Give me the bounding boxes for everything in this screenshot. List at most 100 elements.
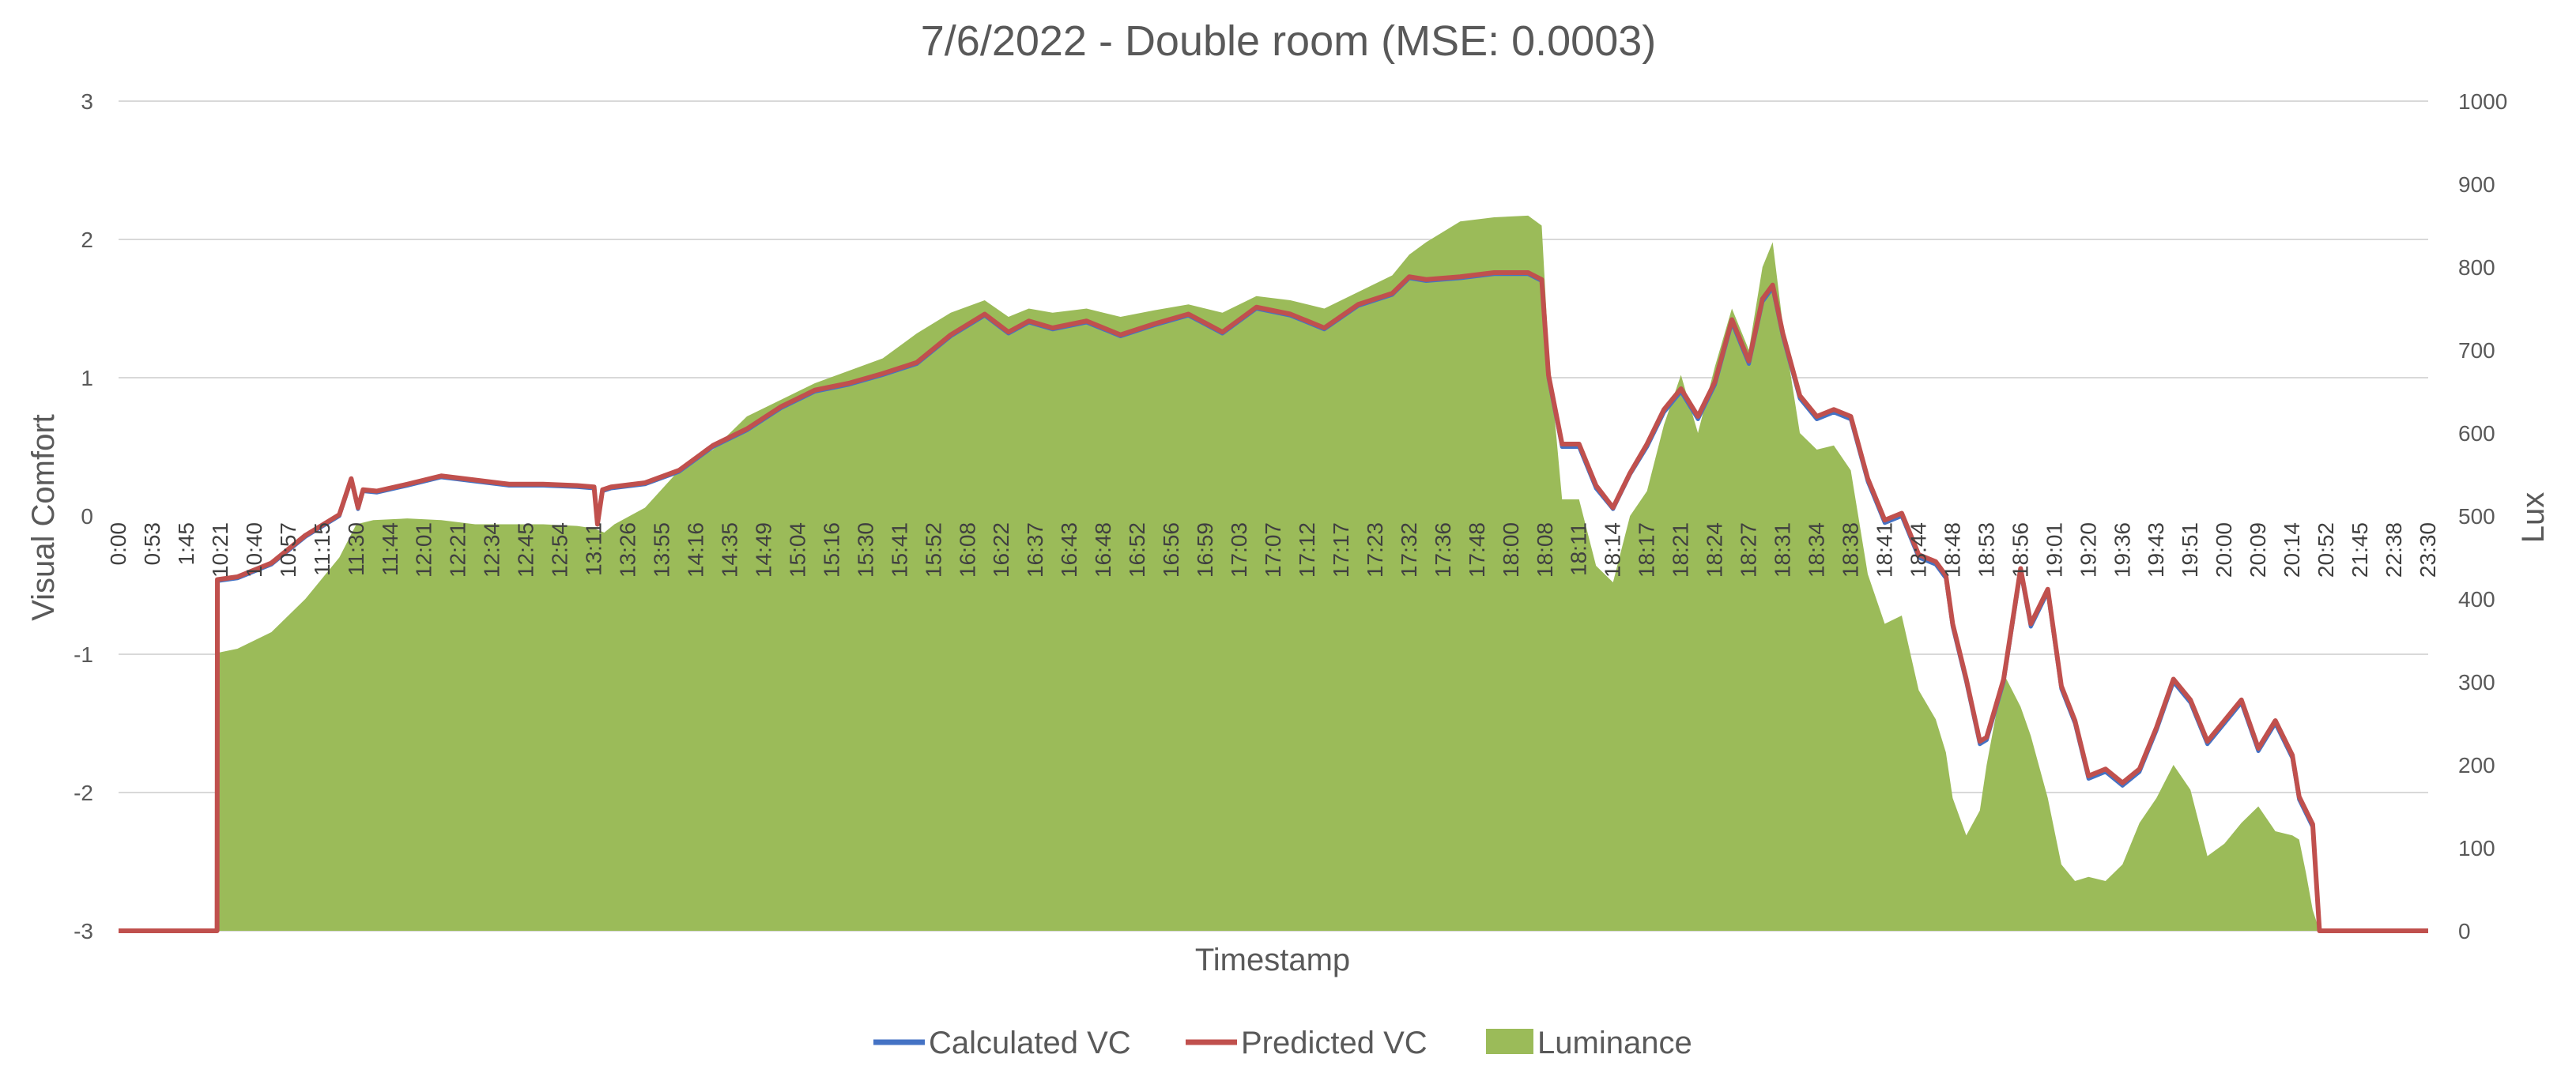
x-tick-label-64: 20:14 — [2280, 522, 2304, 578]
x-tick-label-42: 18:08 — [1533, 522, 1557, 578]
legend-label-calculated-vc: Calculated VC — [929, 1026, 1131, 1060]
y-right-tick-label-4: 600 — [2458, 421, 2495, 446]
x-tick-label-8: 11:44 — [378, 522, 402, 576]
x-tick-label-6: 11:15 — [310, 522, 334, 576]
x-tick-label-47: 18:24 — [1703, 522, 1727, 578]
y-axis-left-title: Visual Comfort — [26, 414, 61, 621]
y-right-tick-label-8: 200 — [2458, 753, 2495, 778]
y-left-tick-label-6: -3 — [74, 919, 93, 943]
x-tick-label-9: 12:01 — [412, 522, 436, 578]
x-tick-label-22: 15:30 — [853, 522, 877, 578]
series-lines — [119, 270, 2428, 933]
x-tick-label-3: 10:21 — [208, 522, 232, 578]
x-tick-label-52: 18:41 — [1872, 522, 1896, 578]
x-tick-label-37: 17:23 — [1363, 522, 1387, 578]
legend: Calculated VC Predicted VC Luminance — [873, 1026, 1692, 1060]
x-tick-label-68: 23:30 — [2416, 522, 2440, 578]
x-tick-label-45: 18:17 — [1635, 522, 1659, 578]
x-tick-label-62: 20:00 — [2212, 522, 2236, 578]
x-tick-label-0: 0:00 — [106, 522, 130, 566]
x-tick-label-61: 19:51 — [2178, 522, 2202, 578]
x-tick-label-32: 16:59 — [1193, 522, 1217, 578]
x-tick-label-57: 19:01 — [2042, 522, 2066, 578]
x-tick-label-39: 17:36 — [1431, 522, 1455, 578]
legend-label-luminance: Luminance — [1537, 1026, 1692, 1060]
x-tick-label-29: 16:48 — [1091, 522, 1115, 578]
x-tick-label-43: 18:11 — [1567, 522, 1591, 576]
y-right-tick-label-2: 800 — [2458, 255, 2495, 280]
y-right-tick-label-3: 700 — [2458, 338, 2495, 363]
y-left-tick-label-0: 3 — [81, 89, 93, 114]
x-tick-label-31: 16:56 — [1159, 522, 1183, 578]
x-tick-label-33: 17:03 — [1227, 522, 1251, 578]
x-tick-label-58: 19:20 — [2076, 522, 2100, 578]
x-tick-label-14: 13:11 — [582, 522, 606, 576]
y-right-tick-label-5: 500 — [2458, 504, 2495, 529]
x-tick-label-19: 14:49 — [751, 522, 775, 578]
x-tick-label-44: 18:14 — [1601, 522, 1625, 578]
x-tick-label-7: 11:30 — [344, 522, 368, 576]
x-tick-label-4: 10:40 — [242, 522, 266, 578]
x-tick-label-15: 13:26 — [616, 522, 640, 578]
x-tick-label-27: 16:37 — [1023, 522, 1047, 578]
y-left-tick-label-5: -2 — [74, 781, 93, 805]
x-tick-label-21: 15:16 — [819, 522, 843, 578]
x-tick-label-5: 10:57 — [276, 522, 300, 578]
y-left-tick-label-3: 0 — [81, 504, 93, 529]
x-axis-ticks: 0:00 0:53 1:45 10:21 10:40 10:57 11:15 11:30 11:… — [106, 522, 2440, 578]
y-right-tick-label-6: 400 — [2458, 587, 2495, 612]
x-tick-label-35: 17:12 — [1295, 522, 1319, 578]
y-right-tick-label-0: 1000 — [2458, 89, 2507, 114]
x-tick-label-11: 12:34 — [480, 522, 504, 578]
x-tick-label-48: 18:27 — [1737, 522, 1761, 578]
y-right-tick-label-1: 900 — [2458, 172, 2495, 197]
y-left-tick-label-1: 2 — [81, 228, 93, 252]
x-tick-label-46: 18:21 — [1669, 522, 1693, 578]
series-area-luminance — [119, 215, 2428, 931]
y-axis-right-title: Lux — [2516, 492, 2551, 544]
x-axis-title: Timestamp — [1195, 943, 1350, 977]
x-tick-label-56: 18:56 — [2008, 522, 2032, 578]
x-tick-label-55: 18:53 — [1974, 522, 1998, 578]
x-tick-label-60: 19:43 — [2144, 522, 2168, 578]
x-tick-label-26: 16:22 — [989, 522, 1013, 578]
y-right-tick-label-10: 0 — [2458, 919, 2471, 943]
x-tick-label-34: 17:07 — [1261, 522, 1285, 578]
x-tick-label-65: 20:52 — [2314, 522, 2338, 578]
x-tick-label-12: 12:45 — [514, 522, 538, 578]
x-tick-label-23: 15:41 — [887, 522, 911, 578]
x-tick-label-40: 17:48 — [1465, 522, 1489, 578]
luminance-area — [119, 215, 2428, 931]
x-tick-label-1: 0:53 — [140, 522, 164, 566]
x-tick-label-30: 16:52 — [1125, 522, 1149, 578]
y-right-tick-label-9: 100 — [2458, 836, 2495, 860]
y-right-tick-label-7: 300 — [2458, 670, 2495, 695]
x-tick-label-54: 18:48 — [1940, 522, 1964, 578]
chart-title: 7/6/2022 - Double room (MSE: 0.0003) — [921, 17, 1657, 65]
y-left-tick-label-2: 1 — [81, 366, 93, 390]
x-tick-label-53: 18:44 — [1906, 522, 1930, 578]
x-tick-label-49: 18:31 — [1771, 522, 1795, 578]
x-tick-label-13: 12:54 — [548, 522, 572, 578]
x-tick-label-59: 19:36 — [2110, 522, 2134, 578]
series-line-predicted-vc — [119, 270, 2428, 933]
x-tick-label-25: 16:08 — [955, 522, 979, 578]
x-tick-label-41: 18:00 — [1499, 522, 1523, 578]
legend-swatch-luminance — [1486, 1029, 1533, 1054]
y-axis-left-ticks: 3 2 1 0 -1 -2 -3 — [74, 89, 93, 943]
x-tick-label-38: 17:32 — [1397, 522, 1421, 578]
x-tick-label-20: 15:04 — [785, 522, 809, 578]
x-tick-label-50: 18:34 — [1805, 522, 1829, 578]
x-tick-label-24: 15:52 — [921, 522, 945, 578]
x-tick-label-63: 20:09 — [2246, 522, 2270, 578]
x-tick-label-67: 22:38 — [2382, 522, 2406, 578]
x-tick-label-28: 16:43 — [1057, 522, 1081, 578]
x-tick-label-18: 14:35 — [717, 522, 741, 578]
x-tick-label-66: 21:45 — [2348, 522, 2372, 578]
x-tick-label-17: 14:16 — [684, 522, 708, 578]
x-tick-label-16: 13:55 — [650, 522, 674, 578]
y-left-tick-label-4: -1 — [74, 642, 93, 667]
